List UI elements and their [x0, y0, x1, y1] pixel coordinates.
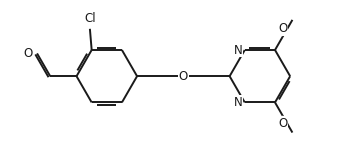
- Text: O: O: [278, 22, 288, 35]
- Text: Cl: Cl: [84, 12, 96, 25]
- Text: N: N: [234, 43, 243, 56]
- Text: O: O: [23, 47, 33, 60]
- Text: O: O: [278, 117, 288, 130]
- Text: N: N: [234, 96, 243, 109]
- Text: O: O: [179, 70, 188, 83]
